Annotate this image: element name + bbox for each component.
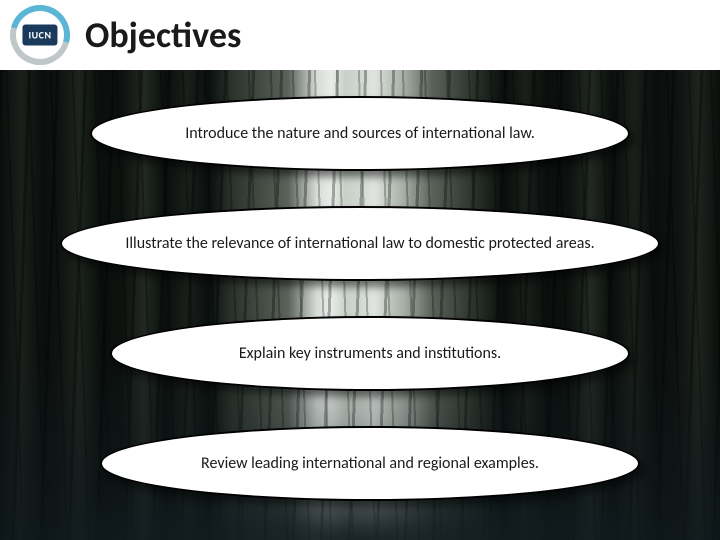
page-title: Objectives [85, 13, 241, 57]
logo-label: IUCN [22, 25, 57, 46]
header: IUCN Objectives [0, 0, 720, 70]
iucn-logo: IUCN [10, 5, 70, 65]
objective-bubble: Explain key instruments and institutions… [110, 316, 630, 391]
objective-bubble: Introduce the nature and sources of inte… [90, 96, 630, 171]
objective-text: Introduce the nature and sources of inte… [185, 124, 535, 143]
objective-text: Review leading international and regiona… [201, 454, 539, 473]
objectives-container: Introduce the nature and sources of inte… [0, 70, 720, 540]
objective-bubble: Illustrate the relevance of internationa… [60, 206, 660, 281]
objective-text: Illustrate the relevance of internationa… [125, 234, 594, 253]
objective-bubble: Review leading international and regiona… [100, 426, 640, 501]
objective-text: Explain key instruments and institutions… [239, 344, 501, 363]
